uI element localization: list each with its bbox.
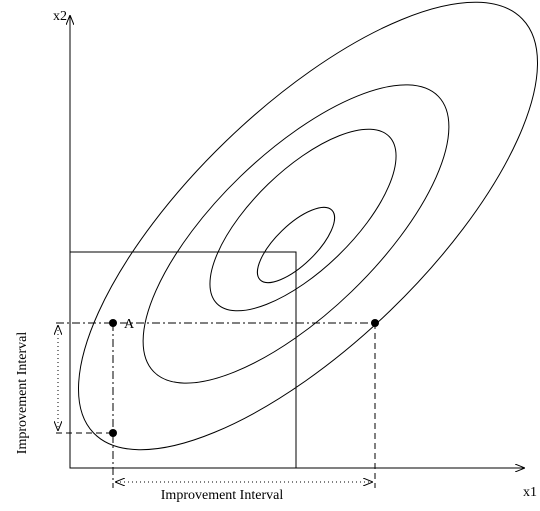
x-axis-label: x1 [523, 485, 537, 500]
contour-ellipse [256, 206, 336, 284]
contour-ellipse [142, 84, 450, 384]
point-label: A [124, 317, 135, 332]
point [109, 429, 117, 437]
interval-label: Improvement Interval [161, 488, 284, 503]
feasible-box [69, 251, 297, 469]
interval-label: Improvement Interval [15, 332, 30, 455]
y-axis-label: x2 [53, 9, 67, 24]
contour-ellipse [209, 128, 397, 312]
contour-ellipse [77, 1, 539, 451]
point [371, 319, 379, 327]
point [109, 319, 117, 327]
